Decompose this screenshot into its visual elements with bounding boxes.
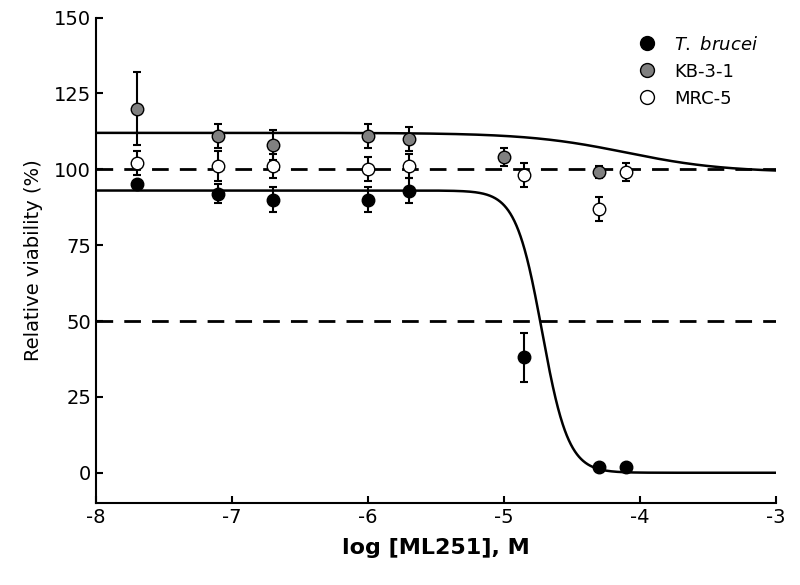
- Y-axis label: Relative viability (%): Relative viability (%): [24, 160, 42, 361]
- X-axis label: log [ML251], M: log [ML251], M: [342, 538, 530, 558]
- Legend: $\it{T.}$ $\it{brucei}$, KB-3-1, MRC-5: $\it{T.}$ $\it{brucei}$, KB-3-1, MRC-5: [620, 26, 767, 116]
